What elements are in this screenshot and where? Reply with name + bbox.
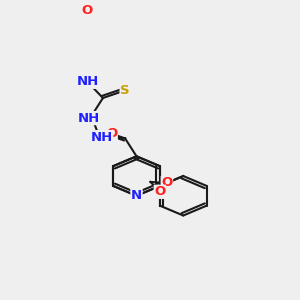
Text: NH: NH [77,112,100,124]
Text: S: S [120,84,130,97]
Text: NH: NH [76,75,99,88]
Text: O: O [106,127,117,140]
Text: NH: NH [90,130,112,144]
Text: N: N [131,189,142,202]
Text: O: O [161,176,172,189]
Text: O: O [154,185,166,198]
Text: O: O [82,4,93,17]
